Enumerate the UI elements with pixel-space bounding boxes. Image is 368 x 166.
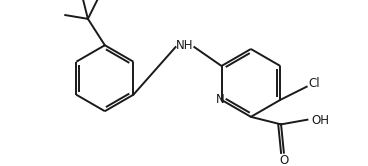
- Text: N: N: [216, 93, 225, 106]
- Text: Cl: Cl: [308, 77, 320, 90]
- Text: NH: NH: [176, 39, 194, 52]
- Text: OH: OH: [312, 114, 330, 127]
- Text: O: O: [279, 154, 289, 166]
